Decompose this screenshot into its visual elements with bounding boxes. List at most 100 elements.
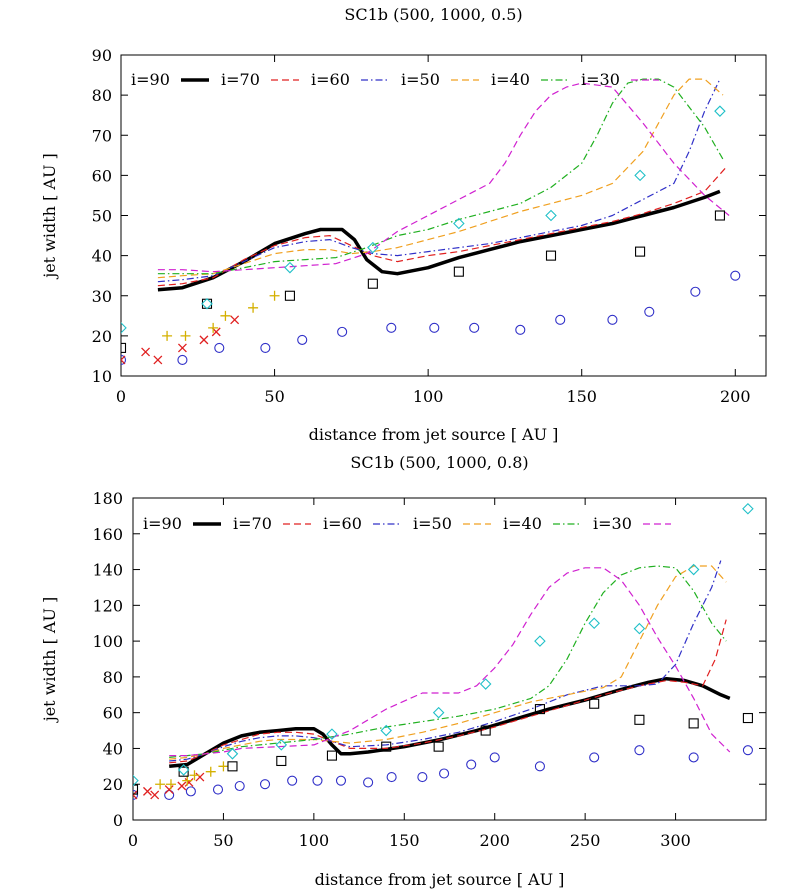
marker-circle: [185, 786, 196, 797]
marker-square: [688, 718, 699, 729]
marker-plus: [189, 770, 200, 781]
plot-area: [121, 78, 741, 366]
y-tick-label: 120: [92, 596, 123, 615]
legend-label: i=70: [233, 514, 272, 533]
marker-circle: [515, 324, 526, 335]
marker-diamond: [275, 739, 288, 751]
marker-x: [177, 781, 187, 791]
y-tick-label: 60: [92, 166, 112, 185]
legend-label: i=30: [581, 70, 620, 89]
marker-circle: [439, 768, 450, 779]
marker-circle: [688, 752, 699, 763]
legend-label: i=90: [143, 514, 182, 533]
marker-x: [195, 772, 205, 782]
y-tick-label: 160: [92, 525, 123, 544]
y-tick-label: 0: [113, 811, 123, 830]
marker-diamond: [380, 724, 392, 737]
legend-label: i=50: [413, 514, 452, 533]
marker-square: [276, 755, 287, 767]
marker-circle: [177, 354, 188, 366]
marker-square: [634, 714, 645, 725]
marker-x: [177, 343, 187, 353]
marker-square: [714, 210, 725, 221]
marker-diamond: [121, 322, 127, 334]
x-axis-label: distance from jet source [ AU ]: [309, 425, 559, 444]
legend: i=90 i=70 i=60 i=50 i=40 i=30: [131, 70, 659, 89]
x-tick-label: 0: [128, 831, 138, 850]
marker-circle: [363, 777, 374, 788]
marker-circle: [297, 334, 308, 345]
marker-circle: [730, 270, 741, 281]
series-line-i-90: [157, 189, 721, 292]
x-tick-label: 300: [660, 831, 691, 850]
marker-plus: [162, 330, 173, 341]
marker-circle: [214, 342, 225, 353]
marker-diamond: [226, 748, 239, 760]
marker-circle: [234, 780, 245, 792]
marker-diamond: [201, 297, 213, 310]
marker-circle: [335, 775, 347, 786]
marker-circle: [607, 314, 618, 325]
marker-plus: [180, 330, 191, 341]
chart-title: SC1b (500, 1000, 0.5): [344, 5, 522, 24]
y-tick-label: 30: [92, 287, 112, 306]
marker-square: [480, 725, 491, 736]
marker-x: [164, 785, 174, 795]
marker-diamond: [545, 209, 557, 222]
x-tick-label: 50: [264, 387, 284, 406]
marker-diamond: [326, 728, 338, 740]
marker-diamond: [177, 764, 190, 776]
y-tick-label: 40: [103, 739, 123, 758]
marker-plus: [182, 775, 193, 786]
y-tick-label: 10: [92, 367, 112, 386]
marker-square: [133, 784, 139, 795]
legend-label: i=60: [311, 70, 350, 89]
marker-circle: [212, 784, 224, 795]
marker-diamond: [687, 563, 700, 576]
marker-diamond: [479, 678, 492, 690]
marker-square: [545, 250, 557, 261]
marker-square: [635, 246, 646, 257]
y-tick-label: 40: [92, 247, 112, 266]
marker-square: [178, 766, 189, 777]
legend-label: i=90: [131, 70, 170, 89]
marker-plus: [165, 779, 176, 790]
plot-area: [133, 502, 754, 801]
x-tick-label: 100: [299, 831, 330, 850]
marker-diamond: [453, 217, 465, 230]
y-tick-label: 90: [92, 46, 112, 65]
legend-label: i=70: [221, 70, 260, 89]
legend-label: i=60: [323, 514, 362, 533]
marker-plus: [208, 322, 219, 333]
x-tick-label: 150: [389, 831, 420, 850]
marker-diamond: [714, 105, 726, 117]
marker-square: [381, 741, 392, 752]
marker-x: [184, 777, 194, 787]
marker-x: [133, 790, 138, 800]
marker-circle: [469, 322, 480, 333]
x-tick-label: 0: [116, 387, 126, 406]
marker-diamond: [588, 617, 600, 630]
marker-square: [742, 712, 753, 724]
y-axis-label: jet width [ AU ]: [40, 153, 59, 280]
marker-circle: [386, 322, 397, 333]
marker-circle: [466, 759, 477, 770]
marker-circle: [259, 779, 271, 790]
series-line-i-50: [169, 565, 727, 760]
marker-square: [227, 761, 238, 772]
y-axis-label: jet width [ AU ]: [40, 597, 59, 724]
marker-circle: [555, 314, 566, 325]
marker-diamond: [742, 502, 754, 515]
series-line-i-60: [169, 560, 722, 762]
marker-diamond: [133, 774, 139, 787]
marker-plus: [205, 766, 216, 777]
marker-x: [153, 355, 163, 365]
series-line-i-30: [157, 82, 730, 273]
marker-plus: [220, 310, 231, 321]
marker-plus: [218, 761, 229, 772]
marker-plus: [269, 290, 280, 301]
marker-circle: [644, 306, 655, 317]
marker-circle: [386, 772, 397, 783]
marker-diamond: [634, 169, 646, 182]
marker-circle: [133, 789, 139, 801]
